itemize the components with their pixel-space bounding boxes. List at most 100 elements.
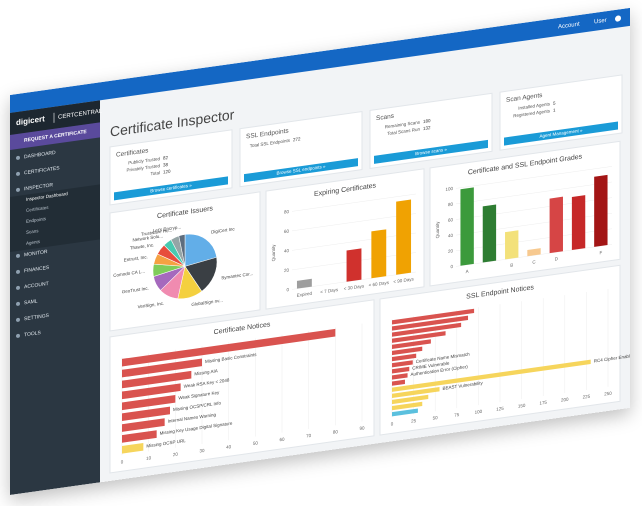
card-button-label[interactable]: Browse SSL endpoints » [276, 164, 326, 176]
grid-line [456, 212, 612, 236]
bar-label: Internal Names Warning [168, 412, 217, 424]
grid-line [292, 193, 416, 212]
x-tick-label: 70 [306, 433, 311, 439]
pie-label: Entrust, Inc. [124, 254, 148, 262]
x-tick-label: 50 [433, 415, 438, 421]
x-tick-label: 90 [359, 425, 364, 431]
card-button[interactable] [244, 158, 358, 183]
card-label: Total Scans Run [387, 127, 420, 137]
bar [392, 408, 418, 417]
bar [392, 387, 440, 399]
bar [122, 383, 181, 400]
y-tick-label: 0 [286, 287, 289, 292]
grid-line [456, 197, 612, 220]
x-tick-label: A [466, 269, 469, 274]
bar [346, 248, 362, 282]
bar-label: Weak RSA Key < 2048 [184, 377, 230, 388]
card-label: Publicly Trusted [128, 156, 160, 166]
grid-line [292, 232, 416, 251]
x-tick-label: 0 [121, 459, 124, 464]
sidebar-item[interactable]: SETTINGS [24, 313, 50, 323]
bar [392, 401, 423, 411]
bar [392, 359, 591, 392]
bar [594, 174, 608, 247]
card-button[interactable] [504, 121, 618, 146]
card-label: Privately Trusted [127, 163, 161, 173]
card-value: 132 [423, 125, 431, 131]
submenu-item[interactable]: Endpoints [26, 216, 47, 224]
pie-label: DigiCert Inc [211, 226, 235, 234]
card-button-label[interactable]: Browse scans » [415, 147, 447, 157]
y-axis-label: Quantity [435, 220, 440, 238]
x-tick-label: 40 [226, 444, 231, 450]
x-tick-label: 250 [604, 391, 612, 397]
x-tick-label: 10 [146, 455, 151, 461]
card-label: Installed Agents [518, 101, 550, 111]
bar-label: CRIME Vulnerable [412, 360, 450, 370]
card-button-label[interactable]: Agent Management » [540, 128, 583, 139]
request-band[interactable] [10, 122, 100, 150]
grid-line [456, 228, 612, 251]
sidebar-icon [16, 269, 20, 274]
card-button[interactable] [374, 139, 488, 164]
y-tick-label: 80 [448, 201, 453, 207]
bar [122, 370, 192, 389]
x-tick-label: 80 [333, 429, 338, 435]
bar [505, 230, 519, 260]
card-value: 5 [553, 100, 556, 105]
sidebar-item[interactable]: SAML [24, 298, 38, 306]
pie-label: Network Solu... [133, 233, 163, 242]
bar [122, 328, 336, 367]
sidebar-item[interactable]: INSPECTOR [24, 182, 53, 192]
bar [527, 248, 541, 257]
pie-label: GeoTrust Inc. [122, 286, 149, 295]
y-axis-label: Quantity [271, 243, 276, 261]
menu-item[interactable]: Account [558, 22, 580, 31]
submenu-item[interactable]: Agents [26, 239, 41, 246]
sidebar-item[interactable]: CERTIFICATES [24, 165, 60, 176]
sidebar-item[interactable]: DASHBOARD [24, 150, 56, 160]
sidebar-icon [16, 155, 20, 160]
bar [392, 394, 429, 405]
y-tick-label: 0 [450, 264, 453, 269]
x-tick-label: F [599, 250, 602, 255]
x-tick-label: B [510, 262, 513, 267]
grid-line [292, 271, 416, 290]
bar [549, 196, 563, 254]
help-icon[interactable] [615, 15, 621, 22]
bar [122, 406, 170, 421]
x-tick-label: 225 [583, 394, 591, 400]
logo: digicert [16, 114, 45, 127]
x-tick-label: 30 [199, 448, 204, 454]
x-tick-label: 0 [391, 421, 394, 426]
sidebar-icon [16, 333, 20, 338]
bar [392, 322, 462, 337]
card-label: Remaining Scans [385, 119, 421, 129]
submenu-item[interactable]: Certificates [26, 205, 49, 213]
submenu-item[interactable]: Inspector Dashboard [26, 191, 68, 202]
bar [392, 315, 469, 331]
sidebar-item[interactable]: MONITOR [24, 249, 48, 258]
y-tick-label: 80 [284, 209, 289, 215]
submenu-item[interactable]: Scans [26, 228, 39, 235]
dashboard: digicert CERTCENTRAL Account User Certif… [10, 7, 635, 495]
sidebar-icon [16, 317, 20, 322]
sidebar-item[interactable]: FINANCES [24, 265, 50, 275]
card-label: Total SSL Endpoints [250, 138, 291, 149]
card-label: Total [150, 170, 160, 176]
sidebar-item[interactable]: TOOLS [24, 330, 41, 338]
card-title: Scans [376, 113, 395, 123]
bar [122, 418, 165, 432]
card-button-label[interactable]: Browse certificates » [150, 183, 192, 194]
grid-line [456, 181, 612, 205]
sidebar-item[interactable]: ACCOUNT [24, 281, 49, 290]
bar-label: Missing OCSP URL [146, 438, 186, 449]
bar [392, 308, 475, 325]
bar [122, 358, 202, 378]
pie-label: VeriSign, Inc. [138, 301, 164, 310]
card-button[interactable] [114, 176, 228, 201]
menu-item[interactable]: User [594, 18, 607, 26]
y-tick-label: 60 [448, 217, 453, 223]
x-tick-label: 25 [411, 418, 416, 424]
bar-label: Missing AIA [194, 368, 217, 376]
